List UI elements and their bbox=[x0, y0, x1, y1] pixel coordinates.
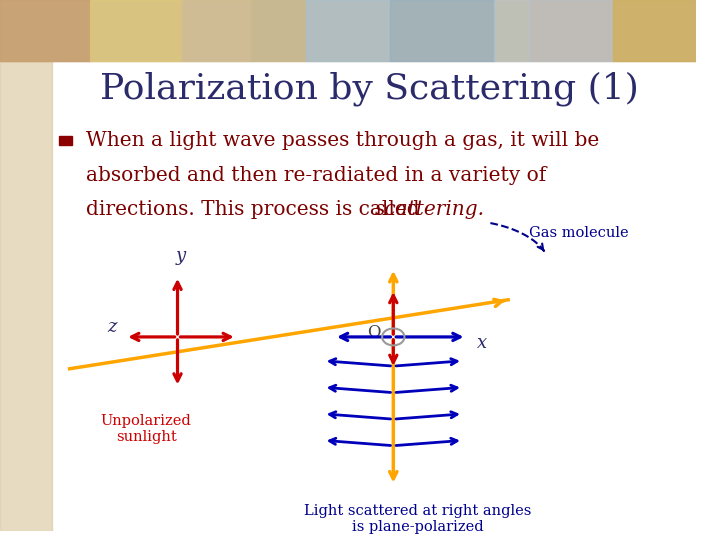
Text: Light scattered at right angles
is plane-polarized: Light scattered at right angles is plane… bbox=[304, 504, 531, 534]
Bar bbox=[613, 0, 696, 61]
Bar bbox=[59, 136, 72, 145]
Text: z: z bbox=[107, 319, 116, 336]
Text: x: x bbox=[477, 334, 487, 352]
Text: y: y bbox=[176, 247, 186, 265]
Bar bbox=[306, 0, 390, 61]
Text: O: O bbox=[367, 324, 381, 341]
Text: Unpolarized
sunlight: Unpolarized sunlight bbox=[101, 414, 192, 444]
Bar bbox=[251, 0, 306, 61]
Bar bbox=[91, 0, 181, 61]
Bar bbox=[181, 0, 251, 61]
Text: directions. This process is called: directions. This process is called bbox=[86, 200, 426, 219]
Bar bbox=[390, 0, 494, 61]
Bar bbox=[494, 0, 529, 61]
Text: Polarization by Scattering (1): Polarization by Scattering (1) bbox=[99, 72, 639, 106]
Text: absorbed and then re-radiated in a variety of: absorbed and then re-radiated in a varie… bbox=[86, 166, 546, 185]
Text: Gas molecule: Gas molecule bbox=[529, 226, 629, 240]
Bar bbox=[529, 0, 613, 61]
Bar bbox=[0, 0, 696, 61]
Bar bbox=[0, 61, 53, 531]
Bar bbox=[0, 0, 91, 61]
Text: scattering.: scattering. bbox=[374, 200, 485, 219]
Text: When a light wave passes through a gas, it will be: When a light wave passes through a gas, … bbox=[86, 131, 599, 150]
